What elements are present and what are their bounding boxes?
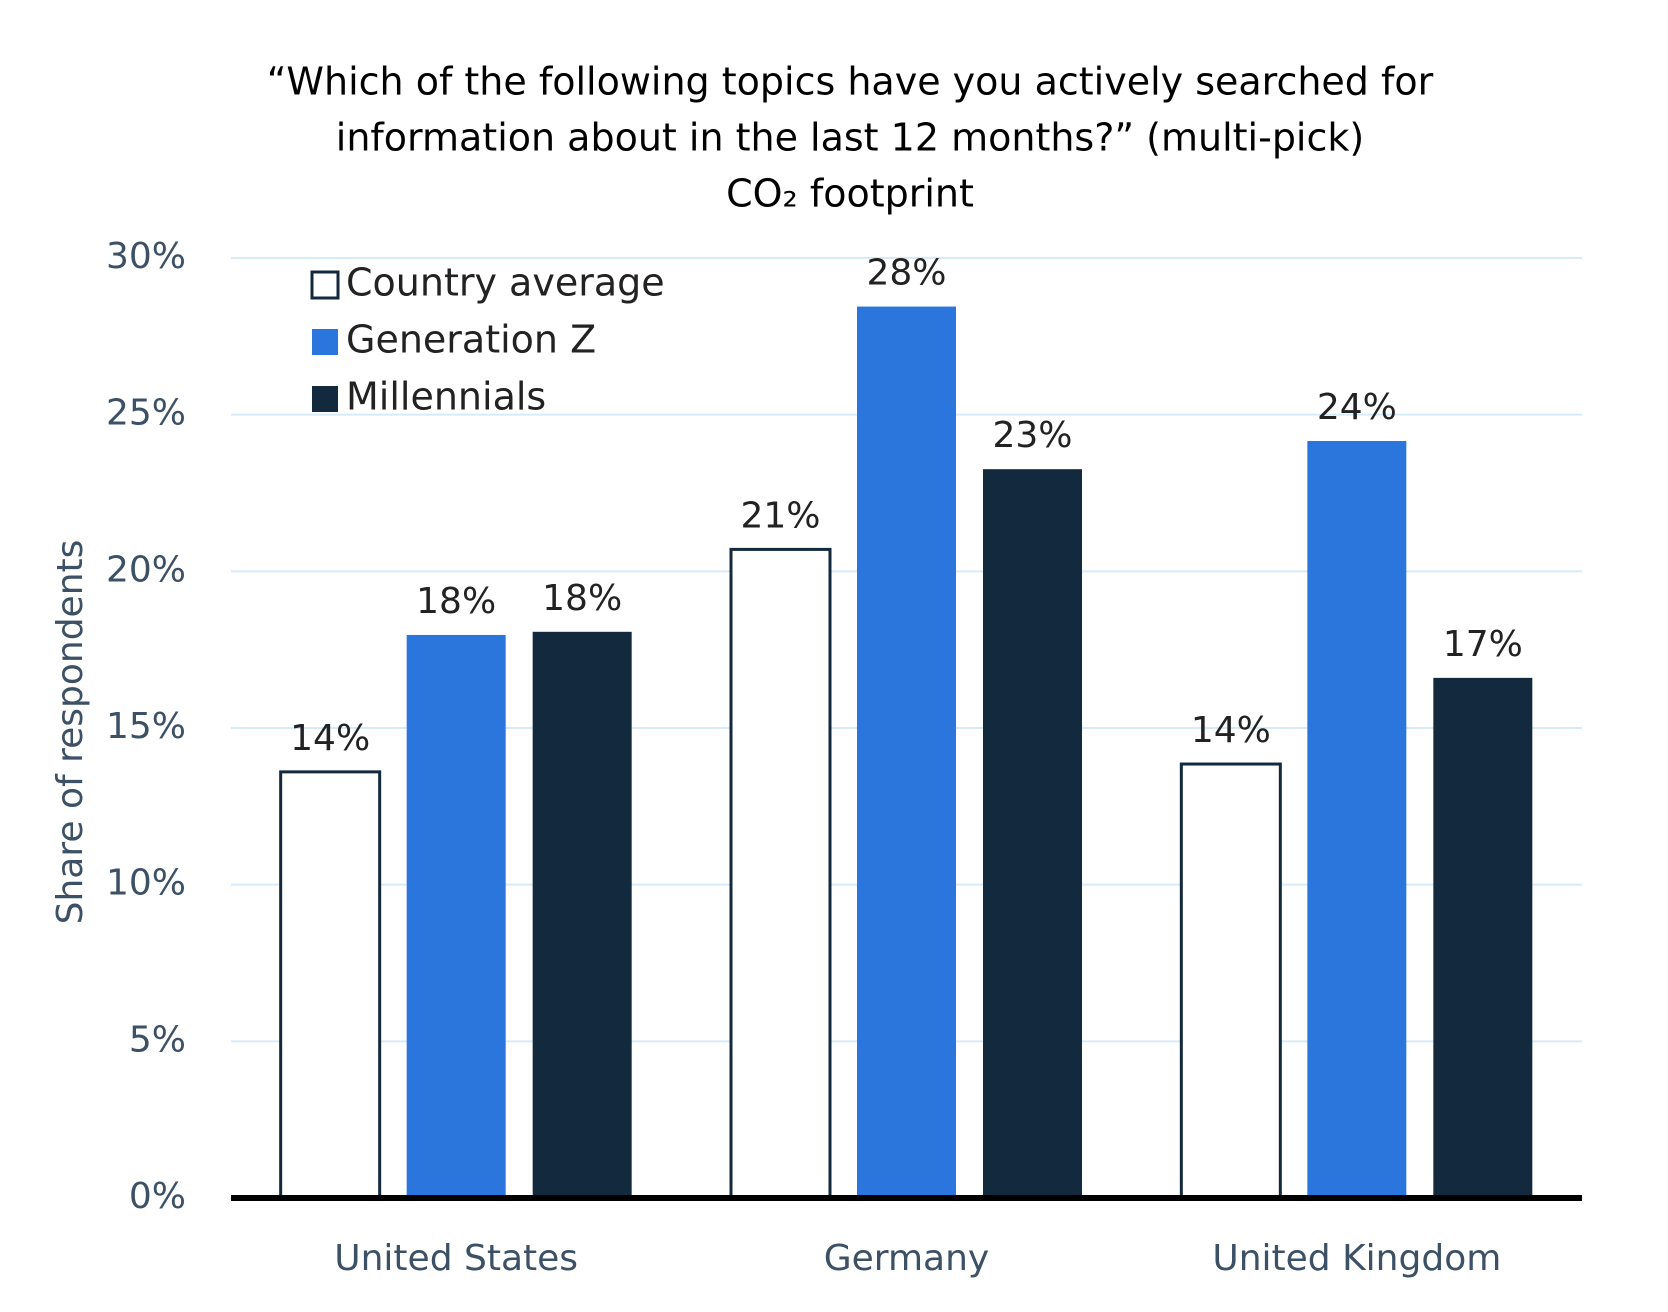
chart-title: information about in the last 12 months?… <box>336 116 1364 160</box>
legend-swatch <box>310 270 340 300</box>
value-label: 23% <box>992 415 1072 456</box>
value-label: 21% <box>740 495 820 536</box>
legend-swatch <box>312 386 338 412</box>
x-tick-label: United States <box>334 1238 578 1279</box>
legend-label: Generation Z <box>346 318 596 362</box>
bar <box>532 631 632 1198</box>
bar <box>1433 677 1533 1198</box>
y-tick-label: 5% <box>129 1019 186 1060</box>
y-tick-label: 25% <box>106 393 186 434</box>
x-tick-label: Germany <box>824 1238 989 1279</box>
value-label: 18% <box>416 581 496 622</box>
y-tick-label: 15% <box>106 706 186 747</box>
value-label: 28% <box>866 253 946 294</box>
bar <box>279 770 382 1200</box>
value-label: 14% <box>1191 710 1271 751</box>
y-tick-label: 20% <box>106 549 186 590</box>
legend-swatch <box>312 329 338 355</box>
bar <box>729 547 832 1200</box>
value-label: 14% <box>290 718 370 759</box>
bar <box>857 306 956 1199</box>
y-tick-label: 10% <box>106 863 186 904</box>
chart-title: CO₂ footprint <box>726 172 974 216</box>
bar <box>1307 440 1407 1198</box>
bar <box>406 634 506 1198</box>
x-tick-label: United Kingdom <box>1212 1238 1501 1279</box>
bar <box>983 469 1082 1199</box>
value-label: 24% <box>1317 387 1397 428</box>
legend-label: Millennials <box>346 375 546 419</box>
value-label: 18% <box>542 578 622 619</box>
legend-label: Country average <box>346 261 665 305</box>
y-axis-label: Share of respondents <box>50 540 91 925</box>
bar <box>1179 762 1282 1200</box>
chart-title: “Which of the following topics have you … <box>267 60 1434 104</box>
value-label: 17% <box>1443 624 1523 665</box>
y-tick-label: 0% <box>129 1176 186 1217</box>
y-tick-label: 30% <box>106 236 186 277</box>
